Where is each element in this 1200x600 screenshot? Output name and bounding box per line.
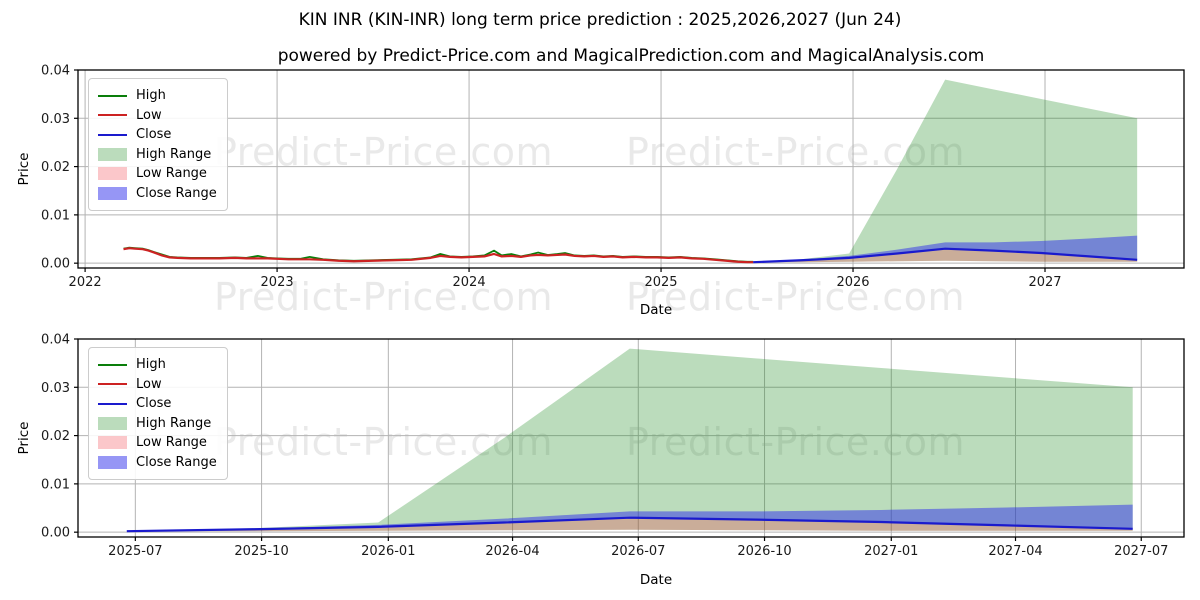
high-range-swatch-icon bbox=[98, 416, 127, 430]
bottom-chart: 0.00 0.01 0.02 0.03 0.04 2025-07 2025-10 2026-0… bbox=[16, 333, 1185, 588]
legend-item-close-range: Close Range bbox=[98, 453, 217, 473]
high-line bbox=[123, 246, 754, 263]
legend-item-label: High bbox=[136, 357, 166, 373]
y-tick-label: 0.02 bbox=[41, 160, 70, 175]
low-line bbox=[123, 247, 754, 264]
x-tick-label: 2026-04 bbox=[485, 544, 539, 559]
y-tick-label: 0.03 bbox=[41, 112, 70, 127]
legend-item-label: Low bbox=[136, 107, 162, 123]
y-tick-label: 0.04 bbox=[41, 64, 70, 79]
close-range-swatch-icon bbox=[98, 186, 127, 200]
plot-border bbox=[77, 338, 1185, 538]
close-line bbox=[753, 247, 1138, 264]
legend-item-low-range: Low Range bbox=[98, 164, 217, 184]
close-range-area bbox=[753, 235, 1138, 263]
watermark-text: Predict-Price.com bbox=[626, 275, 966, 319]
close-range-area bbox=[126, 504, 1133, 532]
watermark-text: Predict-Price.com bbox=[214, 420, 554, 464]
legend-item-label: Close bbox=[136, 396, 172, 412]
close-range-swatch-icon bbox=[98, 455, 127, 469]
low-swatch-icon bbox=[98, 383, 127, 386]
legend-item-high-range: High Range bbox=[98, 414, 217, 434]
high-range-area bbox=[126, 348, 1133, 532]
x-axis-label: Date bbox=[640, 572, 672, 588]
tick-labels: 0.00 0.01 0.02 0.03 0.04 2022 2023 2024 2025 2026… bbox=[41, 64, 1062, 291]
x-tick-label: 2027-01 bbox=[864, 544, 918, 559]
legend-item-high-range: High Range bbox=[98, 145, 217, 165]
legend-item-label: Close bbox=[136, 127, 172, 143]
chart-title: KIN INR (KIN-INR) long term price predic… bbox=[298, 10, 902, 30]
x-tick-label: 2027-04 bbox=[988, 544, 1042, 559]
legend-item-label: Low Range bbox=[136, 435, 207, 451]
legend-item-high: High bbox=[98, 355, 217, 375]
y-tick-label: 0.01 bbox=[41, 208, 70, 223]
chart-subtitle: powered by Predict-Price.com and Magical… bbox=[277, 46, 985, 66]
tick-labels: 0.00 0.01 0.02 0.03 0.04 2025-07 2025-10 2026-0… bbox=[41, 333, 1168, 560]
legend-item-label: High bbox=[136, 88, 166, 104]
x-tick-label: 2025 bbox=[644, 275, 677, 290]
high-swatch-icon bbox=[98, 94, 127, 97]
legend-item-low: Low bbox=[98, 106, 217, 126]
legend-item-close: Close bbox=[98, 125, 217, 145]
top-chart: 0.00 0.01 0.02 0.03 0.04 2022 2023 2024 2025 2026… bbox=[16, 64, 1185, 318]
close-swatch-icon bbox=[98, 133, 127, 136]
high-swatch-icon bbox=[98, 363, 127, 366]
x-tick-label: 2024 bbox=[453, 275, 486, 290]
x-tick-label: 2026-01 bbox=[361, 544, 415, 559]
x-tick-label: 2026 bbox=[836, 275, 869, 290]
x-tick-label: 2025-07 bbox=[108, 544, 162, 559]
watermark-text: Predict-Price.com bbox=[626, 420, 965, 464]
x-tick-label: 2023 bbox=[261, 275, 294, 290]
x-tick-label: 2026-10 bbox=[737, 544, 791, 559]
x-tick-label: 2026-07 bbox=[611, 544, 665, 559]
close-swatch-icon bbox=[98, 402, 127, 405]
high-range-area bbox=[753, 79, 1138, 263]
y-tick-label: 0.01 bbox=[41, 477, 70, 492]
legend-item-label: Low bbox=[136, 376, 162, 392]
legend-item-label: Close Range bbox=[136, 454, 217, 470]
y-axis-label: Price bbox=[16, 153, 32, 186]
x-tick-label: 2022 bbox=[69, 275, 102, 290]
low-range-swatch-icon bbox=[98, 167, 127, 181]
low-range-swatch-icon bbox=[98, 436, 127, 450]
close-line bbox=[126, 516, 1133, 533]
legend-bottom-chart: High Low Close High Range Low Range Close Ran… bbox=[88, 347, 228, 480]
legend-item-low-range: Low Range bbox=[98, 433, 217, 453]
high-range-swatch-icon bbox=[98, 147, 127, 161]
y-axis-label: Price bbox=[16, 422, 32, 455]
legend-item-label: Close Range bbox=[136, 185, 217, 201]
x-tick-label: 2025-10 bbox=[234, 544, 288, 559]
y-tick-label: 0.00 bbox=[41, 526, 70, 541]
legend-top-chart: High Low Close High Range Low Range Close Ran… bbox=[88, 78, 228, 211]
y-tick-label: 0.03 bbox=[41, 381, 70, 396]
y-tick-label: 0.02 bbox=[41, 429, 70, 444]
legend-item-low: Low bbox=[98, 375, 217, 395]
watermark-text: Predict-Price.com bbox=[214, 275, 554, 319]
low-swatch-icon bbox=[98, 114, 127, 117]
plot-border bbox=[77, 69, 1185, 269]
x-tick-label: 2027 bbox=[1028, 275, 1061, 290]
x-axis-label: Date bbox=[640, 302, 672, 318]
legend-item-label: Low Range bbox=[136, 166, 207, 182]
y-tick-label: 0.04 bbox=[41, 333, 70, 348]
legend-item-label: High Range bbox=[136, 146, 212, 162]
x-tick-label: 2027-07 bbox=[1114, 544, 1168, 559]
y-tick-label: 0.00 bbox=[41, 257, 70, 272]
legend-item-close: Close bbox=[98, 394, 217, 414]
legend-item-close-range: Close Range bbox=[98, 184, 217, 204]
legend-item-high: High bbox=[98, 86, 217, 106]
legend-item-label: High Range bbox=[136, 415, 212, 431]
